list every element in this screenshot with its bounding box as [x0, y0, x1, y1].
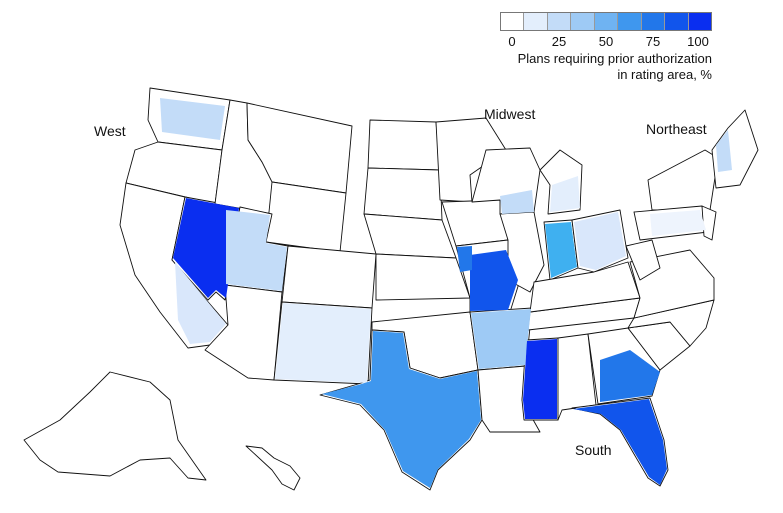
legend-swatch [501, 13, 525, 30]
fill-indiana [545, 222, 577, 278]
fill-florida [573, 399, 667, 485]
legend-swatch [594, 13, 619, 30]
legend-swatch [618, 13, 642, 30]
legend-title-line-1: Plans requiring prior authorization [517, 51, 712, 66]
state-hawaii [245, 445, 301, 491]
fill-arkansas [471, 309, 531, 369]
fill-mississippi [523, 339, 557, 419]
state-arizona [204, 284, 283, 381]
fill-new-hampshire [716, 130, 732, 172]
fill-nevada [173, 198, 239, 298]
state-kentucky [529, 261, 641, 313]
fill-missouri-east [470, 250, 518, 311]
region-label-northeast: Northeast [646, 121, 707, 137]
fill-pennsylvania [650, 210, 706, 236]
fill-utah [226, 210, 287, 291]
fill-georgia [600, 350, 660, 402]
legend-tick-label: 50 [598, 34, 614, 49]
legend-tick-label: 75 [645, 34, 661, 49]
legend-tick-label: 25 [551, 34, 567, 49]
legend-tick-label: 0 [508, 34, 516, 49]
legend-title-line-2: in rating area, % [617, 67, 712, 82]
region-label-west: West [94, 123, 126, 139]
region-label-midwest: Midwest [484, 106, 535, 122]
state-north-dakota [367, 119, 441, 171]
state-new-york [647, 149, 719, 211]
legend-swatch [688, 13, 711, 30]
legend-swatch [571, 13, 595, 30]
fill-michigan [550, 176, 580, 212]
legend-swatch [665, 13, 689, 30]
legend-tick-labels: 0 25 50 75 100 [500, 31, 712, 51]
fill-new-mexico [275, 303, 371, 383]
state-iowa [441, 199, 509, 247]
legend-swatch [524, 13, 548, 30]
legend-swatch [641, 13, 666, 30]
state-kansas [375, 253, 471, 301]
fill-washington [160, 98, 225, 140]
state-wyoming [265, 181, 347, 253]
state-west-virginia [625, 239, 661, 281]
fill-california [175, 262, 226, 344]
legend-color-scale [500, 12, 712, 31]
legend-title: Plans requiring prior authorization in r… [500, 51, 712, 83]
state-colorado [281, 245, 377, 309]
region-label-south: South [575, 442, 612, 458]
fill-ohio [574, 212, 626, 270]
fill-missouri-west [457, 246, 472, 272]
map-legend: 0 25 50 75 100 Plans requiring prior authori… [500, 12, 712, 83]
state-nebraska [363, 213, 457, 259]
state-minnesota [435, 117, 507, 203]
fill-wisconsin [500, 190, 534, 214]
legend-tick-label: 100 [687, 34, 709, 49]
state-alaska [23, 371, 207, 481]
fill-texas [322, 331, 481, 488]
legend-swatch [547, 13, 572, 30]
state-new-jersey [701, 205, 717, 241]
state-south-dakota [363, 167, 443, 221]
